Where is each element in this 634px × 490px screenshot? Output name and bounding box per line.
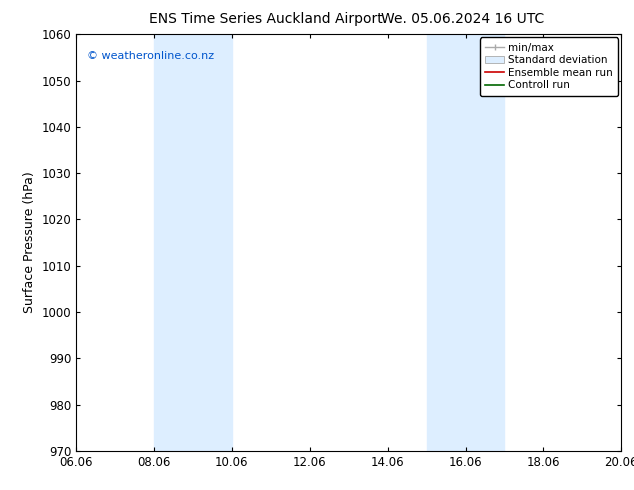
Y-axis label: Surface Pressure (hPa): Surface Pressure (hPa) — [23, 172, 36, 314]
Text: © weatheronline.co.nz: © weatheronline.co.nz — [87, 51, 214, 61]
Legend: min/max, Standard deviation, Ensemble mean run, Controll run: min/max, Standard deviation, Ensemble me… — [480, 37, 618, 96]
Bar — [427, 34, 465, 451]
Text: We. 05.06.2024 16 UTC: We. 05.06.2024 16 UTC — [381, 12, 545, 26]
Bar — [465, 34, 505, 451]
Text: ENS Time Series Auckland Airport: ENS Time Series Auckland Airport — [150, 12, 383, 26]
Bar — [193, 34, 232, 451]
Bar — [154, 34, 193, 451]
